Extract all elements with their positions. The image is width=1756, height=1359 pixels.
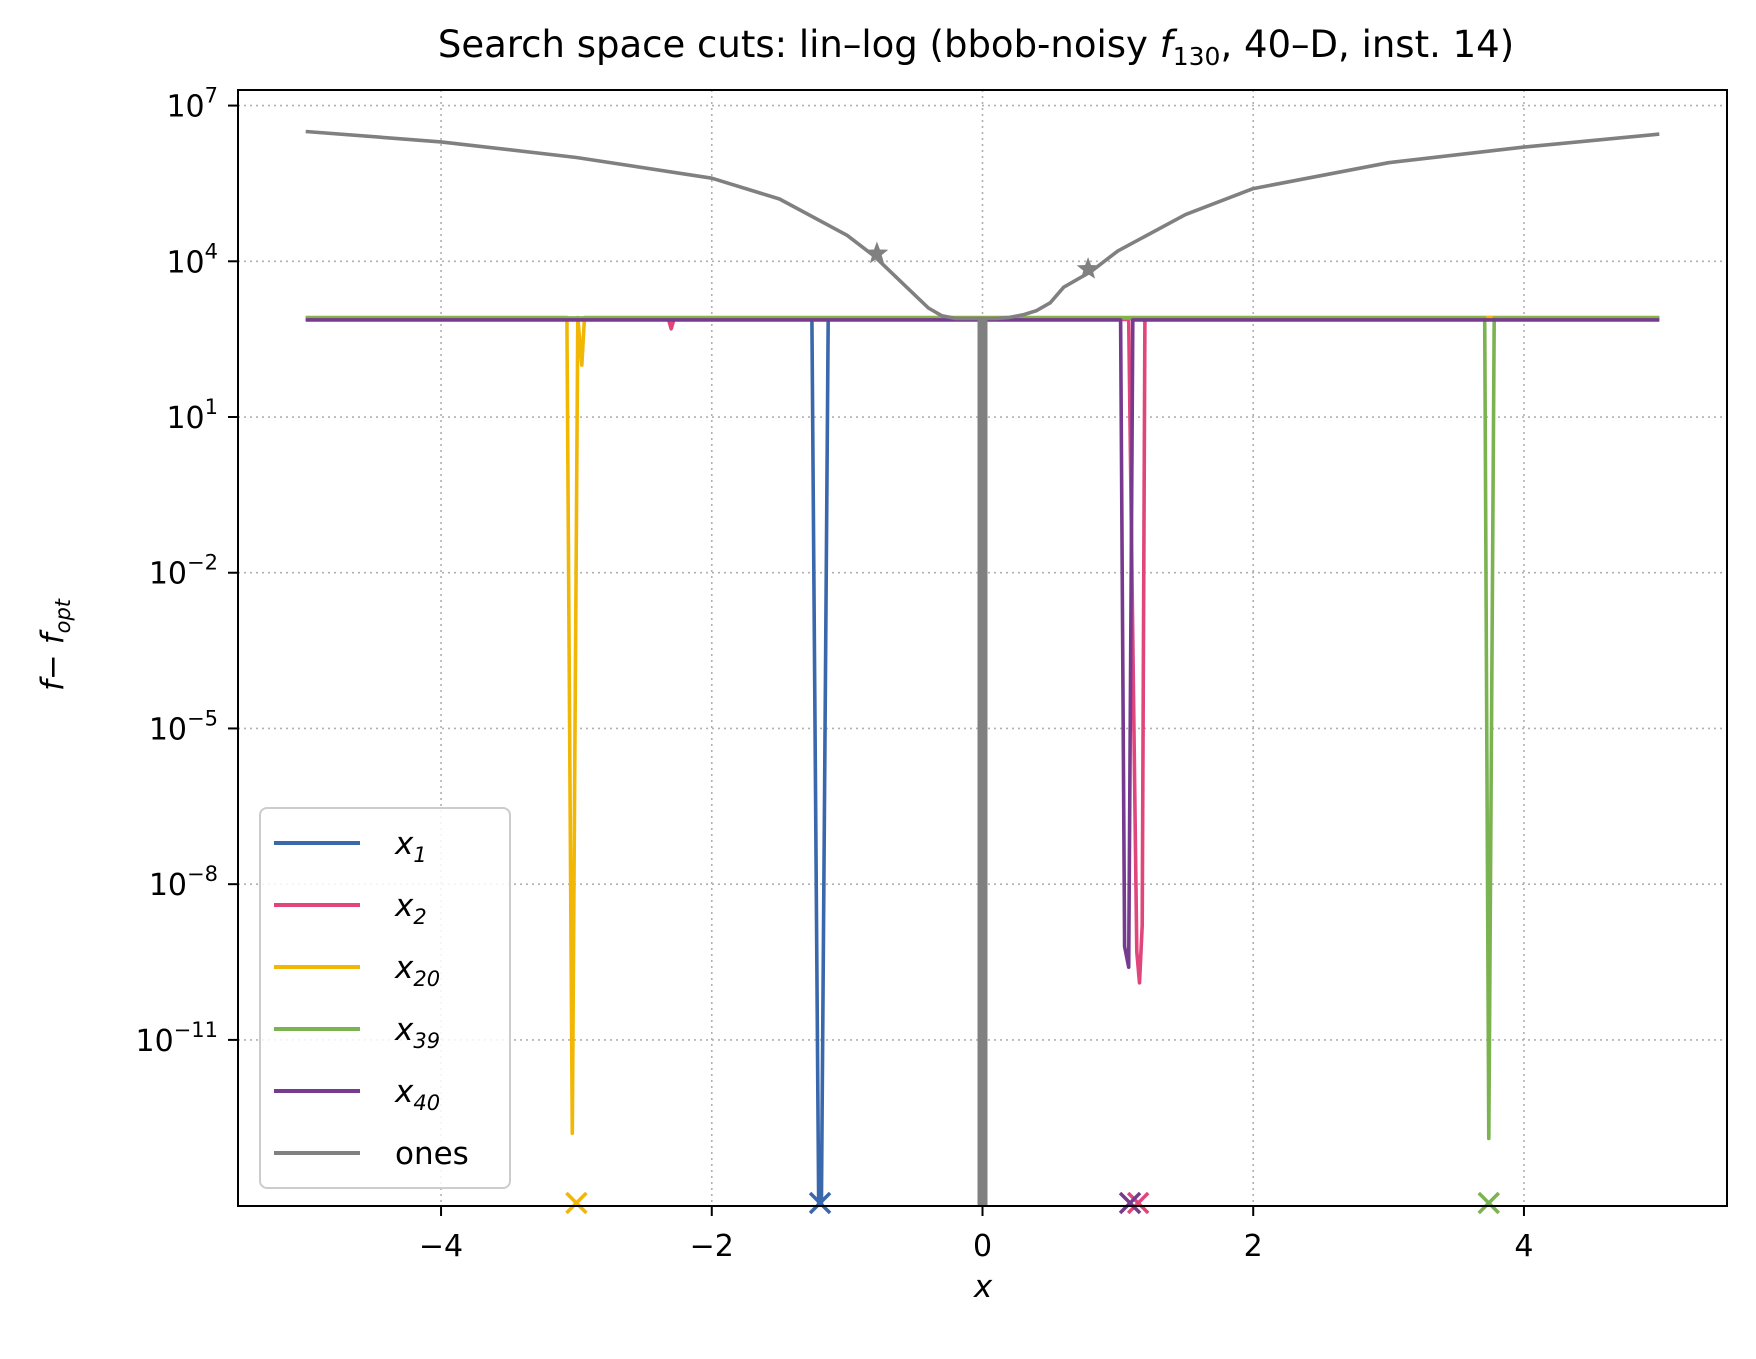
- optimum-marker-x2: [1126, 1191, 1150, 1215]
- y-tick-label: 10−5: [149, 706, 218, 747]
- legend-entry: x2: [394, 888, 427, 929]
- y-tick-label: 101: [166, 395, 218, 436]
- y-tick-label: 10−8: [149, 862, 218, 903]
- x-tick-label: 0: [973, 1229, 992, 1264]
- optimum-marker-x39: [1477, 1191, 1500, 1215]
- optimum-marker-x40: [1118, 1191, 1142, 1215]
- optimum-marker-x1: [808, 1191, 832, 1215]
- y-axis-ticks: 107 104 101 10−2 10−5 10−8 10−11: [135, 84, 238, 1059]
- series-line-x2: [305, 317, 1660, 985]
- x-tick-label: −4: [419, 1229, 463, 1264]
- legend-entry: x20: [394, 950, 440, 991]
- ones-spike: [977, 318, 988, 1206]
- y-tick-label: 107: [166, 84, 218, 125]
- series-line-x39: [305, 316, 1660, 1141]
- x-axis-ticks: −4 −2 0 2 4: [419, 1206, 1534, 1264]
- legend-entry: ones: [395, 1136, 469, 1172]
- y-tick-label: 10−11: [135, 1018, 218, 1059]
- x-tick-label: 4: [1514, 1229, 1533, 1264]
- legend-entry: x1: [394, 826, 427, 867]
- legend-entry: x40: [394, 1074, 440, 1115]
- y-tick-label: 104: [166, 239, 218, 280]
- legend: x1 x2 x20 x39 x40 ones: [259, 807, 511, 1189]
- x-axis-label: x: [973, 1269, 993, 1305]
- optimum-marker-x20: [565, 1191, 588, 1215]
- series-line-ones: [305, 129, 1660, 321]
- star-marker: [1076, 257, 1100, 279]
- x-tick-label: 2: [1244, 1229, 1263, 1264]
- chart-title: Search space cuts: lin–log (bbob-noisy f…: [438, 23, 1514, 71]
- legend-entry: x39: [394, 1012, 440, 1053]
- y-tick-label: 10−2: [149, 551, 218, 592]
- legend-box: [259, 807, 511, 1189]
- star-marker: [865, 241, 889, 264]
- y-axis-label: f− fopt: [35, 598, 75, 691]
- x-tick-label: −2: [690, 1229, 734, 1264]
- plot-lines: [305, 129, 1660, 1215]
- series-group: [305, 129, 1660, 1206]
